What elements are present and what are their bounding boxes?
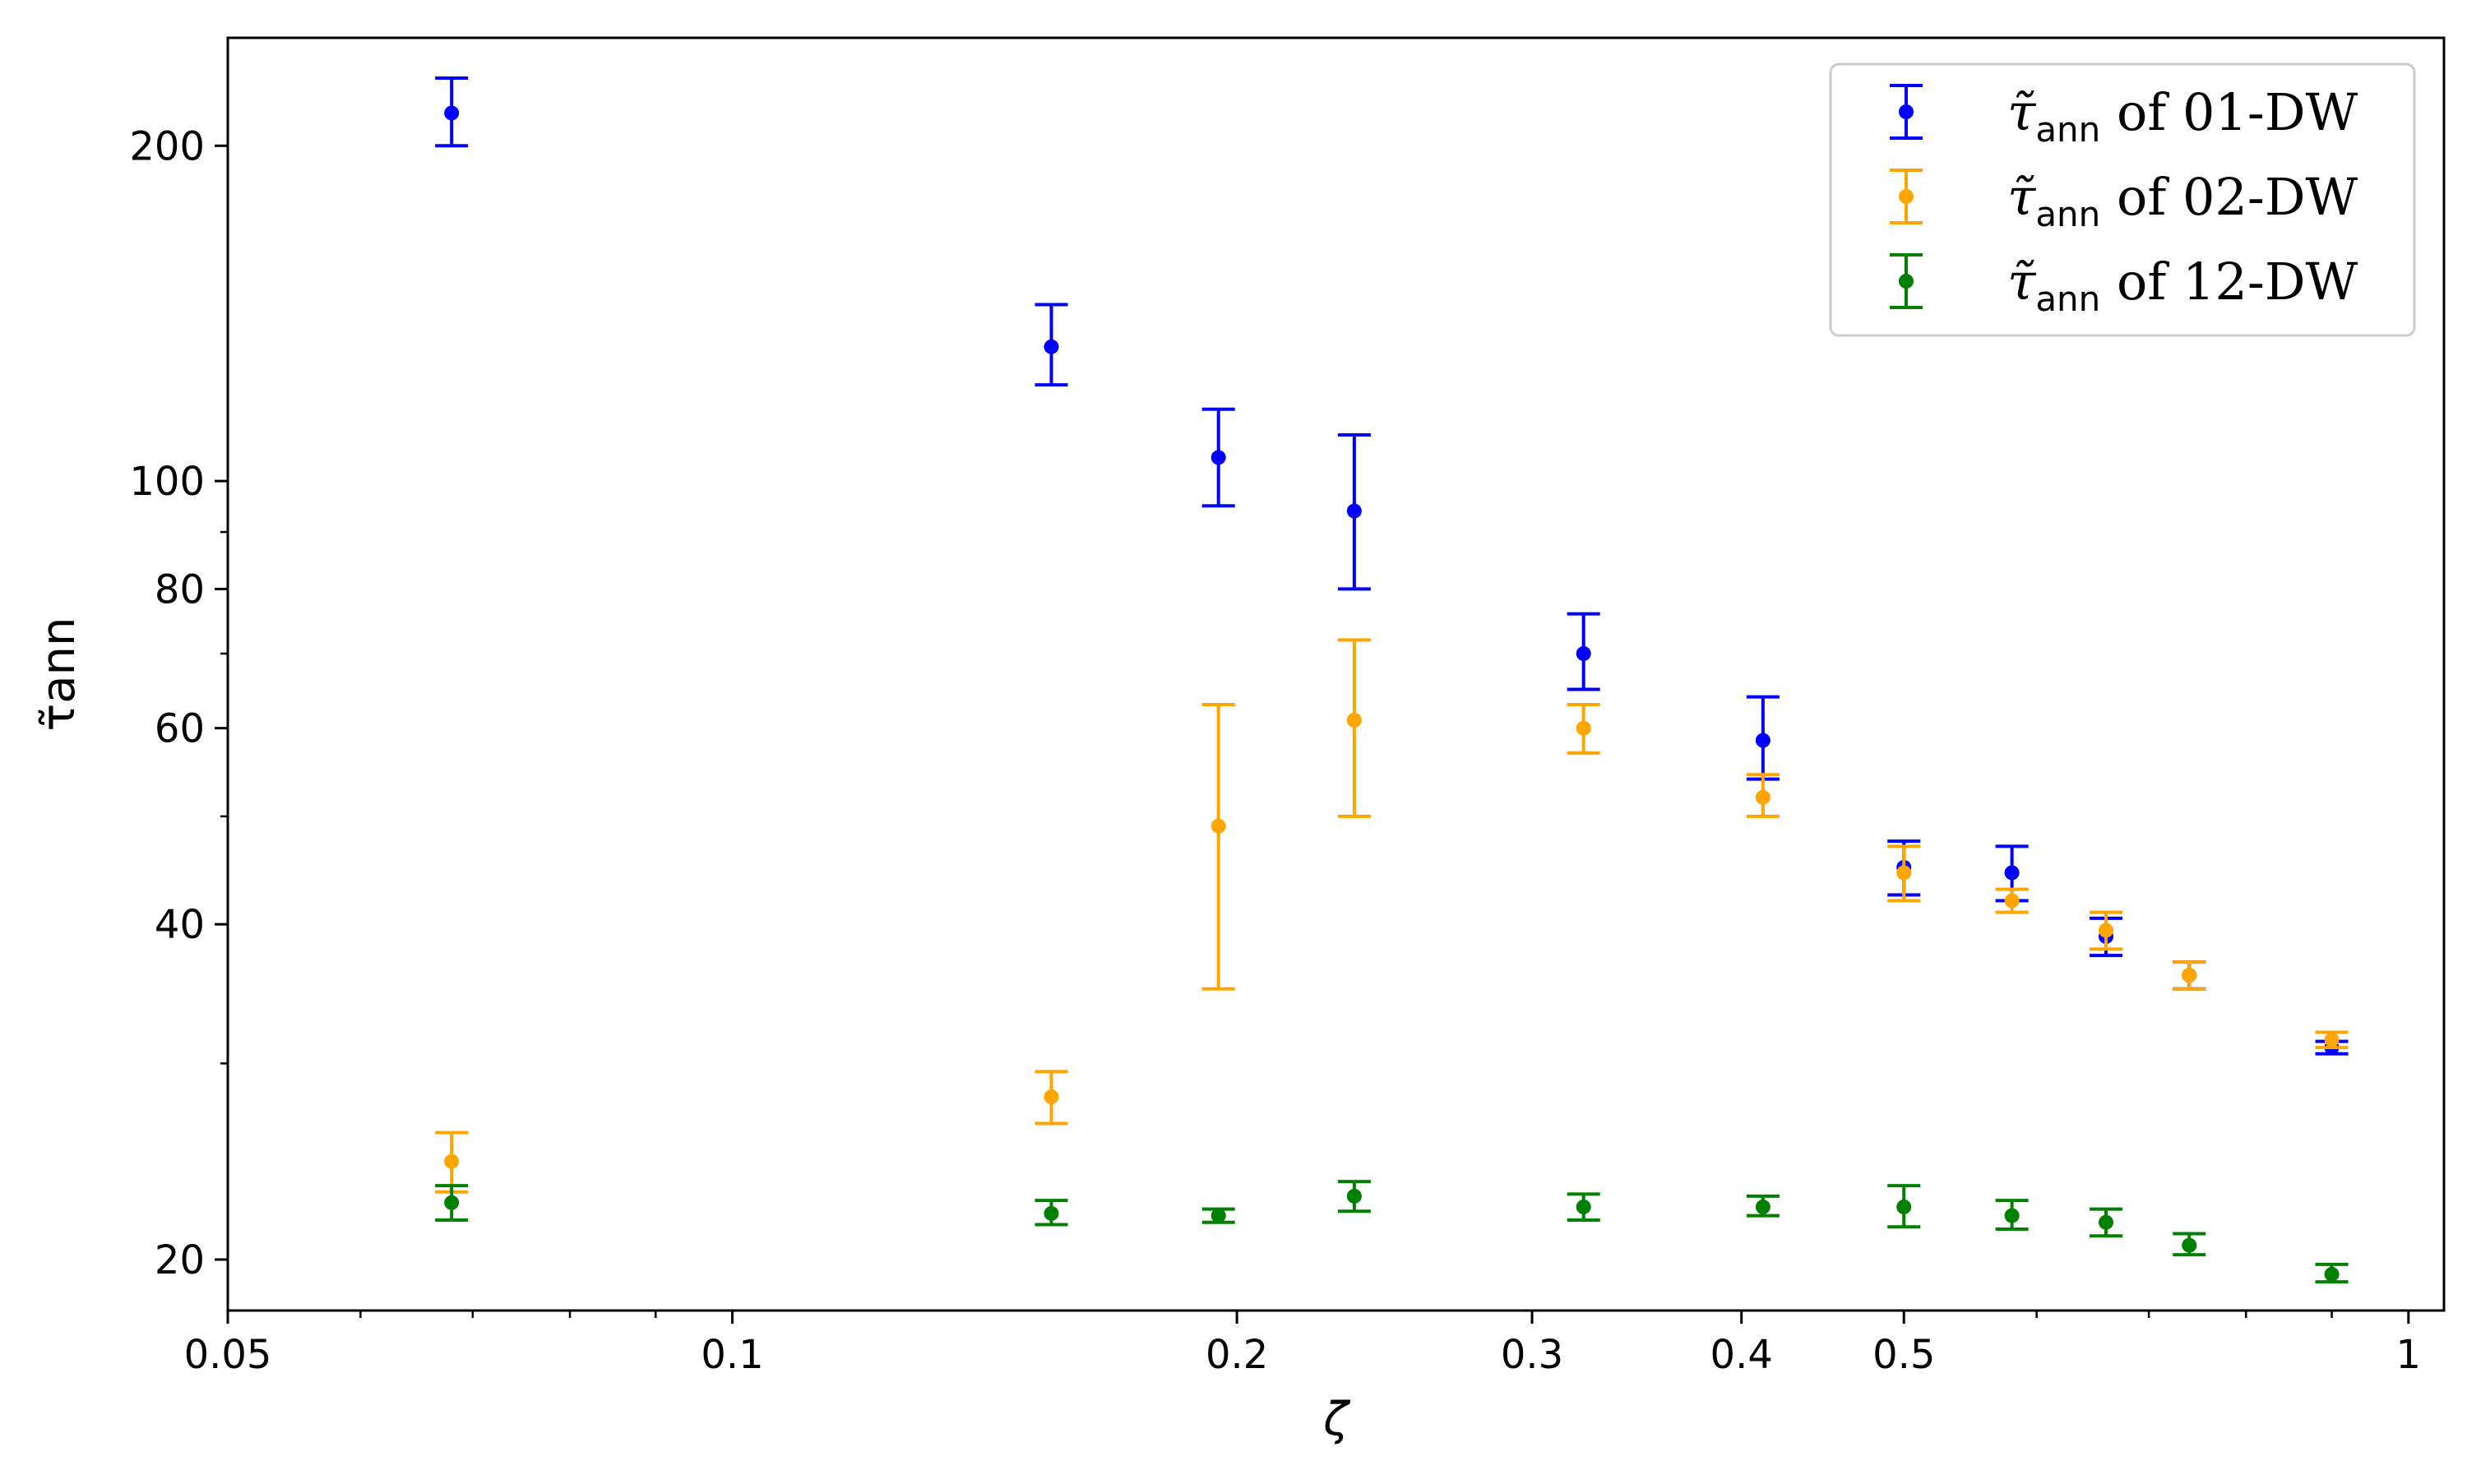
plot-marks [435,76,2349,1284]
y-axis: 20 40 60 80 100 200 [129,123,228,1283]
data-point [1755,1199,1770,1214]
legend-box [1829,62,2416,337]
data-point [1755,789,1770,805]
y-tick-label: 60 [155,706,205,752]
series-1 [435,76,2349,1056]
legend-marker [1899,274,1914,289]
x-tick-label: 0.1 [701,1332,763,1378]
data-point [1576,645,1591,661]
data-point [2098,1214,2113,1230]
x-tick-label: 0.4 [1710,1332,1773,1378]
data-point [444,1195,460,1210]
data-point [444,1153,460,1169]
x-tick-label: 0.05 [184,1332,272,1378]
legend-entries: τ̃ann of 01-DW τ̃ann of 02-DW τ̃ann of 12-… [1890,82,2358,319]
data-point [1896,1199,1912,1214]
data-point [2182,1237,2197,1253]
legend-marker [1899,104,1914,119]
x-tick-label: 0.5 [1872,1332,1935,1378]
data-point [1346,1188,1362,1204]
data-point [2182,968,2197,983]
data-point [1210,818,1226,834]
y-tick-label: 40 [155,902,205,948]
legend-entry-2: τ̃ann of 02-DW [1890,167,2358,234]
legend-label: τ̃ann of 02-DW [2007,167,2358,234]
data-point [1210,1208,1226,1223]
data-point [1896,865,1912,881]
y-tick-label: 200 [129,123,205,169]
x-axis: 0.05 0.1 0.2 0.3 0.4 0.5 1 [184,1311,2422,1378]
legend: τ̃ann of 01-DW τ̃ann of 02-DW τ̃ann of 12-… [1829,62,2416,337]
data-point [1044,1089,1059,1105]
data-point [1044,1205,1059,1221]
legend-entry-3: τ̃ann of 12-DW [1890,252,2358,319]
series-3 [435,1180,2349,1284]
plot-frame [226,36,2446,1312]
data-point [1346,712,1362,728]
data-point [444,105,460,121]
x-tick-label: 0.2 [1206,1332,1268,1378]
data-point [2324,1266,2340,1282]
data-point [1044,339,1059,354]
data-point [2324,1032,2340,1047]
legend-marker [1899,189,1914,204]
data-point [2004,893,2020,908]
legend-label: τ̃ann of 12-DW [2007,252,2358,319]
x-tick-label: 0.3 [1501,1332,1563,1378]
x-axis-label: ζ [1322,1393,1351,1446]
legend-entry-1: τ̃ann of 01-DW [1890,82,2358,150]
data-point [1576,720,1591,736]
y-tick-label: 80 [155,566,205,613]
y-axis-label: τ̃ann [32,617,86,731]
data-point [1755,733,1770,748]
data-point [1576,1199,1591,1214]
x-tick-label: 1 [2396,1332,2422,1378]
series-2 [435,638,2349,1194]
data-point [2098,922,2113,938]
y-tick-label: 20 [155,1237,205,1283]
data-point [2004,1208,2020,1223]
legend-label: τ̃ann of 01-DW [2007,82,2358,150]
data-point [1210,450,1226,465]
data-point [1346,503,1362,519]
data-point [2004,865,2020,881]
y-tick-label: 100 [129,459,205,505]
